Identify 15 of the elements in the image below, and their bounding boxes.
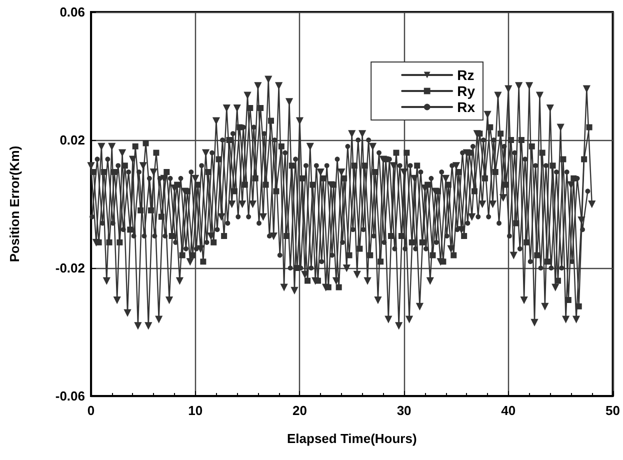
x-tick-label: 0: [87, 403, 95, 418]
x-tick-label: 20: [292, 403, 307, 418]
y-axis-title: Position Error(Km): [7, 146, 22, 262]
y-tick-label: 0.02: [60, 132, 85, 148]
y-tick-label: 0.06: [60, 4, 85, 20]
x-axis-title: Elapsed Time(Hours): [286, 431, 417, 446]
y-tick-label: -0.02: [55, 260, 85, 276]
x-tick-label: 30: [396, 403, 412, 418]
x-tick-label: 40: [501, 403, 516, 418]
x-tick-label: 50: [606, 403, 620, 418]
y-tick-label: -0.06: [55, 388, 85, 404]
legend-label: Rx: [457, 99, 476, 115]
legend-label: Ry: [457, 83, 476, 99]
legend-label: Rz: [457, 67, 474, 83]
x-tick-label: 10: [188, 403, 203, 418]
